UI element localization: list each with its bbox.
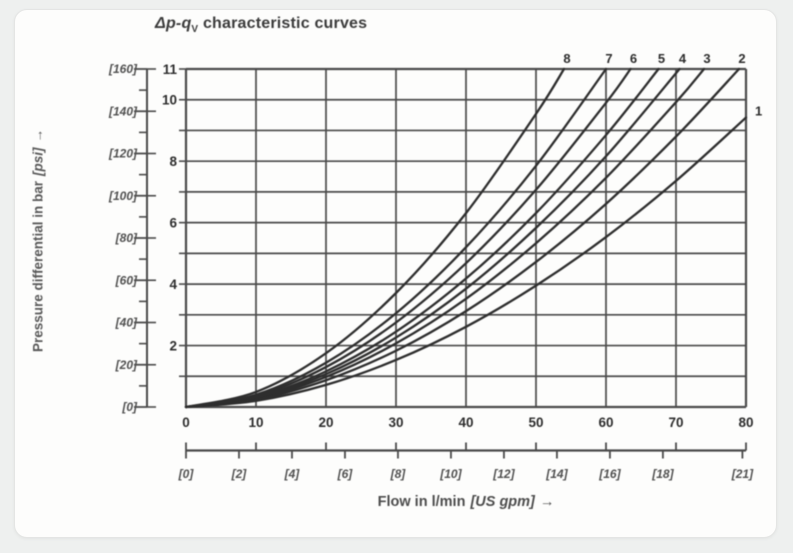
y-axis-title: Pressure differential in bar [psi] →	[31, 86, 46, 396]
lmin-tick-label: 0	[182, 415, 190, 430]
curve-label-3: 3	[703, 51, 710, 66]
x-axis-title: Flow in l/min [US gpm] →	[336, 494, 596, 510]
gpm-tick-label: [12]	[492, 467, 515, 481]
gpm-tick-label: [8]	[390, 467, 407, 481]
psi-tick-label: [80]	[115, 231, 138, 245]
title-text: characteristic curves	[198, 15, 368, 32]
psi-tick-label: [0]	[121, 400, 138, 414]
title-delta-p-qv: Δp-q	[155, 15, 192, 32]
curve-3	[184, 67, 706, 409]
bar-tick-label: 11	[163, 62, 178, 77]
psi-tick-label: [100]	[108, 189, 138, 203]
curve-label-5: 5	[658, 51, 665, 66]
psi-tick-label: [40]	[115, 316, 138, 330]
bar-tick-label: 10	[162, 93, 177, 108]
y-axis-arrow: →	[30, 128, 46, 143]
curve-7	[184, 67, 608, 409]
gpm-tick-label: [0]	[178, 467, 195, 481]
lmin-tick-label: 80	[738, 415, 753, 430]
bar-tick-label: 8	[169, 154, 177, 169]
lmin-tick-label: 60	[598, 415, 613, 430]
psi-tick-label: [60]	[115, 273, 138, 287]
x-axis-arrow: →	[539, 494, 555, 510]
psi-tick-label: [120]	[108, 147, 138, 161]
curve-8	[184, 67, 566, 409]
y-axis-title-text: Pressure differential in bar	[30, 180, 46, 353]
psi-tick-label: [140]	[108, 104, 138, 118]
y-axis-title-bracket: [psi]	[30, 147, 46, 176]
lmin-tick-label: 20	[318, 415, 333, 430]
curve-label-2: 2	[738, 51, 745, 66]
lmin-tick-label: 40	[458, 415, 473, 430]
gpm-tick-label: [4]	[284, 467, 301, 481]
curve-6	[184, 67, 632, 409]
curve-label-4: 4	[679, 51, 687, 66]
lmin-tick-label: 50	[528, 415, 543, 430]
lmin-tick-label: 10	[248, 415, 263, 430]
curve-label-7: 7	[605, 51, 612, 66]
bar-tick-label: 4	[169, 277, 177, 292]
curve-label-8: 8	[563, 51, 570, 66]
gpm-tick-label: [6]	[337, 467, 354, 481]
x-axis-title-bracket: [US gpm]	[470, 494, 535, 510]
psi-tick-label: [160]	[108, 62, 138, 76]
gpm-tick-label: [2]	[231, 467, 248, 481]
gpm-tick-label: [18]	[651, 467, 674, 481]
gpm-tick-label: [10]	[439, 467, 462, 481]
curve-5	[184, 67, 660, 409]
gpm-tick-label: [16]	[598, 467, 621, 481]
bar-tick-label: 6	[169, 216, 177, 231]
curve-1	[184, 116, 748, 409]
gpm-tick-label: [21]	[731, 467, 754, 481]
lmin-tick-label: 30	[388, 415, 403, 430]
title-subscript: V	[191, 24, 199, 36]
curve-label-1: 1	[755, 104, 762, 119]
gpm-tick-label: [14]	[545, 467, 568, 481]
chart-title: Δp-qV characteristic curves	[155, 15, 367, 35]
bar-tick-label: 2	[169, 339, 177, 354]
curve-2	[184, 67, 741, 409]
x-axis-title-text: Flow in l/min	[377, 494, 466, 510]
lmin-tick-label: 70	[668, 415, 683, 430]
psi-tick-label: [20]	[115, 358, 138, 372]
curve-label-6: 6	[630, 51, 637, 66]
